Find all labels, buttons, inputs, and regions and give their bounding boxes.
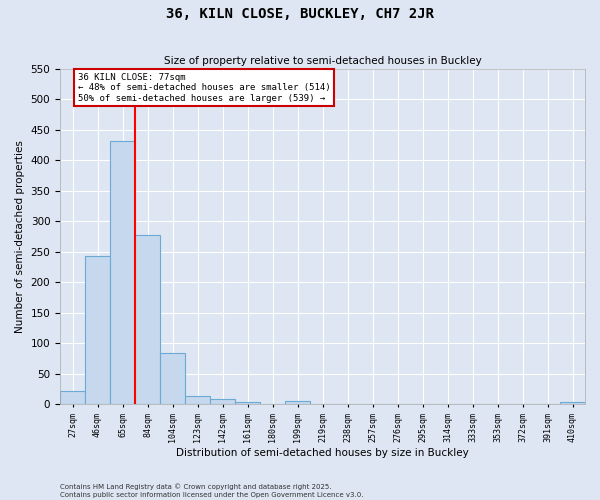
Bar [60, 391, 85, 404]
Y-axis label: Number of semi-detached properties: Number of semi-detached properties [15, 140, 25, 333]
Bar [560, 402, 585, 404]
Bar [135, 236, 160, 404]
Bar [285, 402, 310, 404]
Text: 36, KILN CLOSE, BUCKLEY, CH7 2JR: 36, KILN CLOSE, BUCKLEY, CH7 2JR [166, 8, 434, 22]
Bar [160, 353, 185, 405]
Bar [235, 402, 260, 404]
Bar [210, 399, 235, 404]
X-axis label: Distribution of semi-detached houses by size in Buckley: Distribution of semi-detached houses by … [176, 448, 469, 458]
Title: Size of property relative to semi-detached houses in Buckley: Size of property relative to semi-detach… [164, 56, 481, 66]
Bar [85, 256, 110, 404]
Text: 36 KILN CLOSE: 77sqm
← 48% of semi-detached houses are smaller (514)
50% of semi: 36 KILN CLOSE: 77sqm ← 48% of semi-detac… [77, 73, 330, 102]
Bar [110, 140, 135, 404]
Bar [185, 396, 210, 404]
Text: Contains HM Land Registry data © Crown copyright and database right 2025.
Contai: Contains HM Land Registry data © Crown c… [60, 484, 364, 498]
